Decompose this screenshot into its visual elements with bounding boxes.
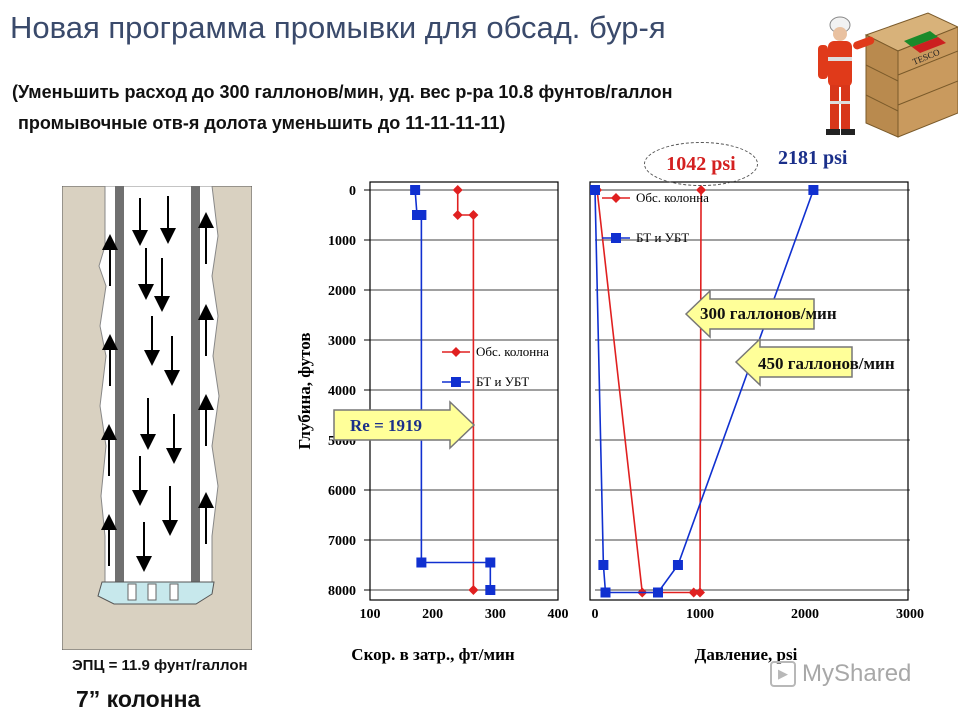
reynolds-label: Re = 1919 (350, 416, 422, 435)
x-tick-label: 1000 (686, 607, 714, 622)
y-tick-label: 2000 (328, 284, 356, 299)
bit-nozzle (147, 583, 157, 601)
plot-frame (589, 181, 909, 601)
chart-legend: Обс. колонна БТ и УБТ (602, 190, 709, 245)
watermark-icon: ▶ (770, 661, 796, 687)
y-axis-label: Глубина, футов (295, 332, 314, 449)
x-tick-label: 400 (548, 607, 569, 622)
data-point-square (416, 210, 427, 220)
flow-rate-label-300: 300 галлонов/мин (700, 304, 837, 323)
y-tick-label: 3000 (328, 334, 356, 349)
casing-wall-right (191, 186, 200, 582)
page-title: Новая программа промывки для обсад. бур-… (10, 10, 666, 45)
x-tick-label: 200 (422, 607, 443, 622)
data-point-diamond (468, 585, 479, 595)
flow-rate-arrow-450: 450 галлонов/мин (734, 337, 895, 387)
y-tick-label: 4000 (328, 384, 356, 399)
tesco-worker-logo: TESCO (818, 12, 958, 138)
y-tick-label: 8000 (328, 584, 356, 599)
data-point-diamond (695, 587, 705, 598)
flow-rate-label-450: 450 галлонов/мин (758, 354, 895, 373)
legend-label: Обс. колонна (476, 344, 549, 359)
x-tick-label: 300 (485, 607, 506, 622)
watermark: ▶ MyShared (770, 660, 911, 688)
psi-callout-drillstring: 2181 psi (778, 147, 848, 169)
crate-icon: TESCO (864, 12, 958, 138)
plot-frame (369, 181, 559, 601)
subtitle-line-2: промывочные отв-я долота уменьшить до 11… (18, 113, 506, 133)
data-point-diamond (696, 185, 707, 195)
legend-label: Обс. колонна (636, 190, 709, 205)
wellbore-diagram (62, 186, 252, 650)
data-point-square (485, 585, 496, 595)
worker-icon (818, 16, 875, 135)
flow-rate-arrow-300: 300 галлонов/мин (684, 289, 837, 339)
data-point-diamond (688, 587, 699, 598)
ecd-label: ЭПЦ = 11.9 фунт/галлон (72, 657, 248, 674)
legend-label: БТ и УБТ (476, 374, 529, 389)
x-axis-label: Скор. в затр., фт/мин (351, 645, 515, 664)
data-point-square (410, 185, 421, 195)
casing-size-label: 7” колонна (76, 686, 201, 712)
y-tick-label: 0 (349, 184, 356, 199)
x-tick-label: 3000 (896, 607, 924, 622)
y-tick-label: 1000 (328, 234, 356, 249)
watermark-text: MyShared (802, 660, 912, 687)
x-tick-label: 100 (360, 607, 381, 622)
data-point-square (600, 587, 611, 598)
x-tick-label: 0 (592, 607, 599, 622)
x-axis-label: Давление, psi (695, 645, 798, 664)
series-line (596, 189, 702, 594)
data-point-square (416, 557, 427, 568)
data-point-square (653, 587, 663, 598)
y-tick-label: 7000 (328, 534, 356, 549)
reynolds-arrow-callout: Re = 1919 (333, 400, 476, 450)
x-tick-label: 2000 (791, 607, 819, 622)
data-point-square (672, 560, 683, 570)
psi-callout-casing: 1042 psi (644, 142, 758, 186)
pressure-chart: 0 1000 2000 3000 Обс. колонна БТ и УБТ 300 … (589, 181, 924, 664)
series-line (594, 189, 815, 594)
data-point-diamond (468, 210, 479, 220)
data-point-square (808, 185, 819, 195)
casing-wall-left (115, 186, 124, 582)
data-point-square (485, 557, 496, 568)
series-line (456, 190, 475, 590)
data-point-square (598, 560, 609, 570)
data-point-square (590, 185, 600, 195)
subtitle-line-1: (Уменьшить расход до 300 галлонов/мин, у… (12, 82, 673, 102)
y-tick-label: 6000 (328, 484, 356, 499)
data-point-diamond (452, 185, 463, 195)
bit-nozzle (127, 583, 137, 601)
bit-nozzle (169, 583, 179, 601)
data-point-diamond (452, 210, 463, 220)
chart-legend: Обс. колонна БТ и УБТ (442, 344, 549, 389)
legend-label: БТ и УБТ (636, 230, 689, 245)
